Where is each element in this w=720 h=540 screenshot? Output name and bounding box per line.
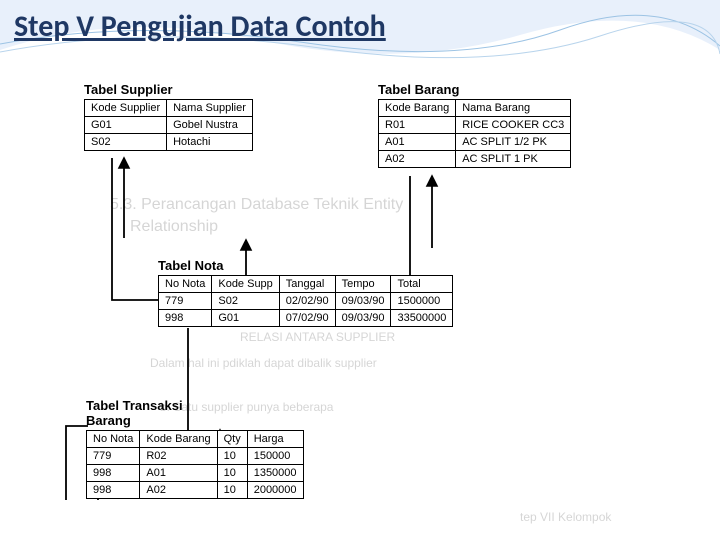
- col-header: Tanggal: [279, 276, 335, 293]
- cell: A02: [379, 151, 456, 168]
- cell: 1350000: [247, 465, 303, 482]
- cell: AC SPLIT 1 PK: [456, 151, 571, 168]
- table-transaksi-barang: Tabel Transaksi Barang No Nota Kode Bara…: [86, 398, 304, 499]
- table-grid: No Nota Kode Barang Qty Harga 779 R02 10…: [86, 430, 304, 499]
- col-header: Kode Supplier: [85, 100, 167, 117]
- cell: G01: [212, 310, 279, 327]
- page-title: Step V Pengujian Data Contoh: [14, 8, 386, 45]
- cell: 150000: [247, 448, 303, 465]
- cell: 10: [217, 465, 247, 482]
- col-header: No Nota: [159, 276, 212, 293]
- cell: S02: [85, 134, 167, 151]
- ghost-text: tep VII Kelompok: [520, 510, 611, 524]
- cell: 998: [87, 482, 140, 499]
- col-header: Kode Barang: [379, 100, 456, 117]
- table-title: Tabel Nota: [158, 258, 453, 273]
- cell: G01: [85, 117, 167, 134]
- col-header: Nama Supplier: [167, 100, 253, 117]
- cell: 998: [87, 465, 140, 482]
- cell: A01: [140, 465, 217, 482]
- cell: AC SPLIT 1/2 PK: [456, 134, 571, 151]
- cell: 779: [159, 293, 212, 310]
- cell: RICE COOKER CC3: [456, 117, 571, 134]
- cell: R01: [379, 117, 456, 134]
- cell: 1500000: [391, 293, 453, 310]
- table-grid: Kode Supplier Nama Supplier G01 Gobel Nu…: [84, 99, 253, 151]
- col-header: Harga: [247, 431, 303, 448]
- col-header: No Nota: [87, 431, 140, 448]
- cell: S02: [212, 293, 279, 310]
- col-header: Kode Barang: [140, 431, 217, 448]
- cell: Hotachi: [167, 134, 253, 151]
- table-supplier: Tabel Supplier Kode Supplier Nama Suppli…: [84, 82, 253, 151]
- ghost-text: RELASI ANTARA SUPPLIER: [240, 330, 395, 344]
- cell: 09/03/90: [335, 310, 391, 327]
- cell: A02: [140, 482, 217, 499]
- cell: A01: [379, 134, 456, 151]
- col-header: Total: [391, 276, 453, 293]
- cell: 998: [159, 310, 212, 327]
- table-barang: Tabel Barang Kode Barang Nama Barang R01…: [378, 82, 571, 168]
- cell: 09/03/90: [335, 293, 391, 310]
- cell: 2000000: [247, 482, 303, 499]
- cell: Gobel Nustra: [167, 117, 253, 134]
- table-title: Tabel Supplier: [84, 82, 253, 97]
- table-title: Tabel Transaksi Barang: [86, 398, 226, 428]
- table-grid: Kode Barang Nama Barang R01 RICE COOKER …: [378, 99, 571, 168]
- cell: 10: [217, 482, 247, 499]
- col-header: Kode Supp: [212, 276, 279, 293]
- ghost-text: 5.3. Perancangan Database Teknik Entity: [110, 196, 403, 214]
- cell: 779: [87, 448, 140, 465]
- col-header: Nama Barang: [456, 100, 571, 117]
- table-grid: No Nota Kode Supp Tanggal Tempo Total 77…: [158, 275, 453, 327]
- cell: 10: [217, 448, 247, 465]
- cell: 33500000: [391, 310, 453, 327]
- table-nota: Tabel Nota No Nota Kode Supp Tanggal Tem…: [158, 258, 453, 327]
- col-header: Qty: [217, 431, 247, 448]
- cell: R02: [140, 448, 217, 465]
- ghost-text: Relationship: [130, 218, 218, 236]
- ghost-text: Dalam hal ini pdiklah dapat dibalik supp…: [150, 356, 377, 370]
- col-header: Tempo: [335, 276, 391, 293]
- cell: 02/02/90: [279, 293, 335, 310]
- cell: 07/02/90: [279, 310, 335, 327]
- table-title: Tabel Barang: [378, 82, 571, 97]
